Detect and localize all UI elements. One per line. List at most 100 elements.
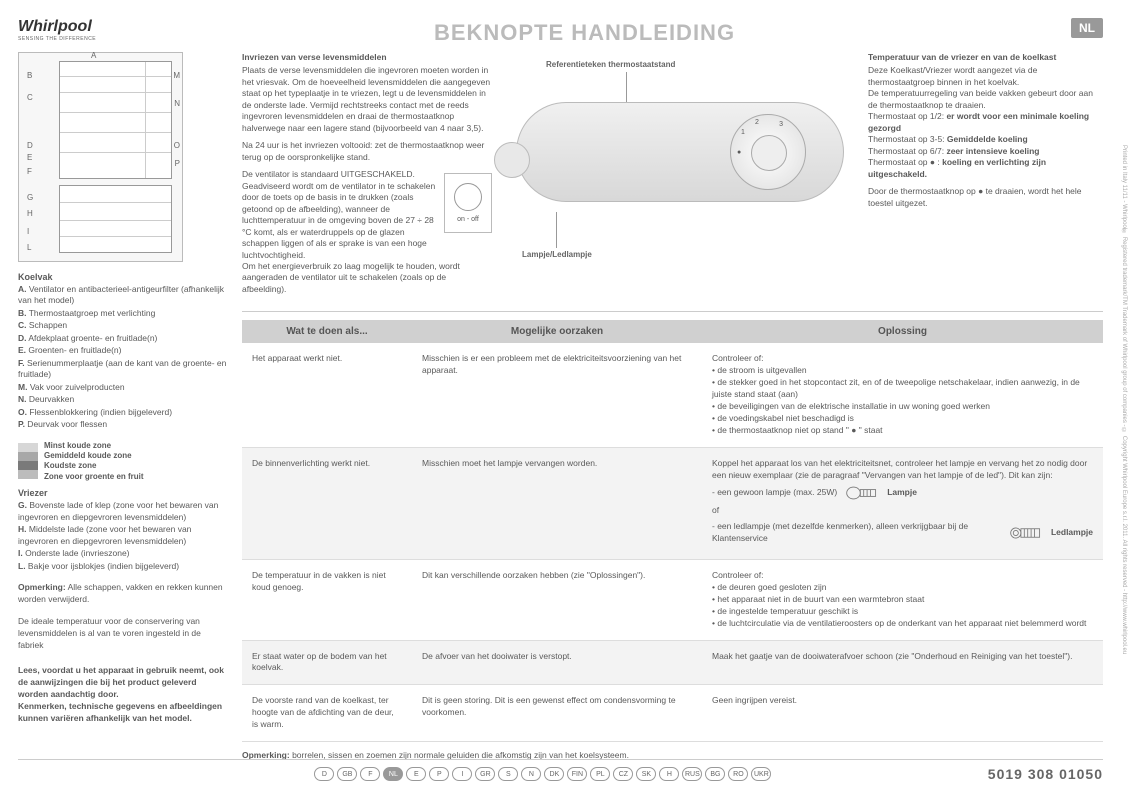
freezing-heading: Invriezen van verse levensmiddelen [242,52,492,63]
temp-l2: Thermostaat op 3-5: Gemiddelde koeling [868,134,1103,145]
cell-solution: Controleer of: • de deuren goed gesloten… [702,560,1103,640]
zone-swatch [18,461,38,470]
lang-pill: FIN [567,767,587,781]
lang-pill: N [521,767,541,781]
fan-icon: on - off [444,173,492,233]
footer: DGBFNLEPIGRSNDKFINPLCZSKHRUSBGROUKR 5019… [18,759,1103,782]
freezing-p2: Na 24 uur is het invriezen voltooid: zet… [242,140,492,163]
lang-pill: S [498,767,518,781]
left-column: A B C D E F M N O P G H I L Koelvak A. V… [18,52,228,764]
cell-what: De temperatuur in de vakken is niet koud… [242,560,412,640]
freezing-panel: Invriezen van verse levensmiddelen Plaat… [242,52,492,301]
right-column: Invriezen van verse levensmiddelen Plaat… [242,52,1103,764]
brand-logo: Whirlpool SENSING THE DIFFERENCE [18,18,98,42]
th-what: Wat te doen als... [242,320,412,343]
freezing-p1: Plaats de verse levensmiddelen die ingev… [242,65,492,134]
logo-tagline: SENSING THE DIFFERENCE [18,36,98,42]
temp-p3: Door de thermostaatknop op ● te draaien,… [868,186,1103,209]
led-bulb-icon [1009,525,1043,541]
read-first-note: Lees, voordat u het apparaat in gebruik … [18,665,228,724]
thermostat-diagram: Referentieteken thermostaatstand 1 2 3 ●… [506,52,854,301]
legend-item: N. Deurvakken [18,394,228,405]
cell-solution: Geen ingrijpen vereist. [702,685,1103,742]
lang-pill: SK [636,767,656,781]
lang-pill: PL [590,767,610,781]
lang-pill: GR [475,767,495,781]
cell-solution: Maak het gaatje van de dooiwaterafvoer s… [702,640,1103,685]
legend-item: D. Afdekplaat groente- en fruitlade(n) [18,333,228,344]
zone-label: Gemiddeld koude zone [44,451,144,461]
lang-pill: RUS [682,767,702,781]
cell-cause: Dit is geen storing. Dit is een gewenst … [412,685,702,742]
lang-pill: I [452,767,472,781]
temp-l3: Thermostaat op 6/7: zeer intensieve koel… [868,146,1103,157]
legend-item: E. Groenten- en fruitlade(n) [18,345,228,356]
temp-heading: Temperatuur van de vriezer en van de koe… [868,52,1103,63]
temperature-panel: Temperatuur van de vriezer en van de koe… [868,52,1103,301]
cell-what: Het apparaat werkt niet. [242,343,412,447]
opm-label: Opmerking: [18,582,66,592]
bulb-icon [845,485,879,501]
table-row: Het apparaat werkt niet.Misschien is er … [242,343,1103,447]
cell-solution: Koppel het apparaat los van het elektric… [702,447,1103,559]
lang-pill: DK [544,767,564,781]
temp-p2: De temperatuurregeling van beide vakken … [868,88,1103,111]
legend-item: L. Bakje voor ijsblokjes (indien bijgele… [18,561,228,572]
koelvak-list: A. Ventilator en antibacterieel-antigeur… [18,284,228,431]
page-title: BEKNOPTE HANDLEIDING [98,20,1071,46]
zone-swatch [18,452,38,461]
cell-what: De binnenverlichting werkt niet. [242,447,412,559]
table-row: De voorste rand van de koelkast, ter hoo… [242,685,1103,742]
th-solution: Oplossing [702,320,1103,343]
temp-l4: Thermostaat op ● : koeling en verlichtin… [868,157,1103,180]
th-cause: Mogelijke oorzaken [412,320,702,343]
language-row: DGBFNLEPIGRSNDKFINPLCZSKHRUSBGROUKR [98,767,988,781]
lang-pill: NL [383,767,403,781]
legend-item: A. Ventilator en antibacterieel-antigeur… [18,284,228,307]
cell-cause: Dit kan verschillende oorzaken hebben (z… [412,560,702,640]
zone-label: Zone voor groente en fruit [44,472,144,482]
lang-pill: BG [705,767,725,781]
legend-item: C. Schappen [18,320,228,331]
cell-what: De voorste rand van de koelkast, ter hoo… [242,685,412,742]
vriezer-list: G. Bovenste lade of klep (zone voor het … [18,500,228,572]
copyright-vertical: Printed in Italy 11/11 - Whirlpool® Regi… [1113,60,1127,740]
legend-item: F. Serienummerplaatje (aan de kant van d… [18,358,228,381]
lang-pill: E [406,767,426,781]
lang-pill: GB [337,767,357,781]
part-number: 5019 308 01050 [988,766,1103,782]
lang-pill: F [360,767,380,781]
legend-item: O. Flessenblokkering (indien bijgeleverd… [18,407,228,418]
lang-pill: CZ [613,767,633,781]
fridge-diagram: A B C D E F M N O P G H I L [18,52,183,262]
language-badge: NL [1071,18,1103,38]
zone-label: Minst koude zone [44,441,144,451]
table-row: De temperatuur in de vakken is niet koud… [242,560,1103,640]
cell-cause: Misschien moet het lampje vervangen word… [412,447,702,559]
koelvak-heading: Koelvak [18,272,228,282]
callout-lamp: Lampje/Ledlampje [522,250,592,259]
temp-p1: Deze Koelkast/Vriezer wordt aangezet via… [868,65,1103,88]
legend-item: M. Vak voor zuivelproducten [18,382,228,393]
legend-item: H. Middelste lade (zone voor het bewaren… [18,524,228,547]
legend-item: I. Onderste lade (invrieszone) [18,548,228,559]
lang-pill: D [314,767,334,781]
cell-cause: De afvoer van het dooiwater is verstopt. [412,640,702,685]
temp-l1: Thermostaat op 1/2: er wordt voor een mi… [868,111,1103,134]
ideal-temp-note: De ideale temperatuur voor de conserveri… [18,616,228,652]
lang-pill: RO [728,767,748,781]
legend-item: G. Bovenste lade of klep (zone voor het … [18,500,228,523]
zone-swatch [18,470,38,479]
cell-solution: Controleer of: • de stroom is uitgevalle… [702,343,1103,447]
lang-pill: UKR [751,767,771,781]
table-row: De binnenverlichting werkt niet.Misschie… [242,447,1103,559]
cell-cause: Misschien is er een probleem met de elek… [412,343,702,447]
vriezer-heading: Vriezer [18,488,228,498]
zone-swatch [18,443,38,452]
troubleshoot-table: Wat te doen als... Mogelijke oorzaken Op… [242,320,1103,742]
lang-pill: H [659,767,679,781]
legend-item: B. Thermostaatgroep met verlichting [18,308,228,319]
lang-pill: P [429,767,449,781]
logo-text: Whirlpool [18,18,98,36]
zone-label: Koudste zone [44,461,144,471]
